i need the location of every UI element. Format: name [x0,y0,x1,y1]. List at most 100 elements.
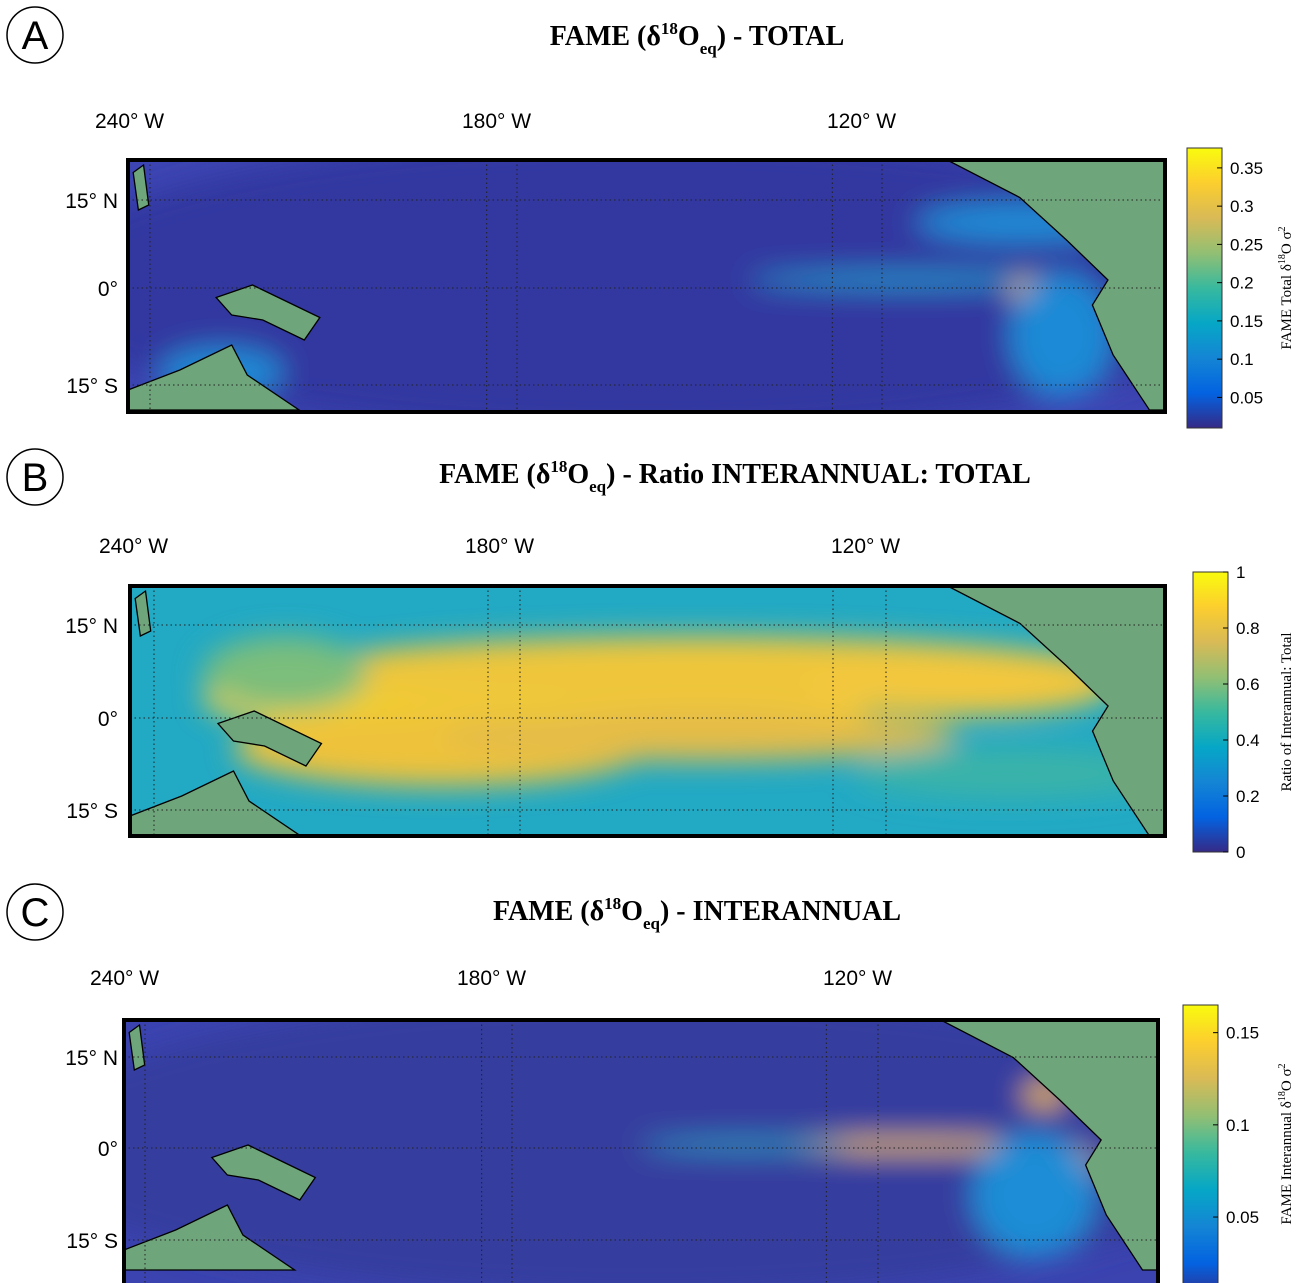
colorbar-tick-label: 0.15 [1226,1024,1259,1043]
colorbar-label-text: O σ [1279,1068,1295,1091]
colorbar-tick-label: 0.05 [1230,388,1263,407]
lon-label: 240° W [90,967,159,990]
colorbar-label-text: Ratio of Interannual: Total [1279,632,1295,791]
title-text: ) - INTERANNUAL [660,896,901,927]
lon-label: 120° W [827,110,896,133]
title-sup: 18 [604,894,621,913]
lat-label: 15° N [65,615,118,638]
panel-label-circle [6,6,64,64]
colorbar-label-sup: 2 [1277,226,1288,231]
lat-label: 15° S [66,1230,118,1253]
lon-label: 120° W [823,967,892,990]
lat-label: 15° S [66,800,118,823]
colorbar-label-sup: 2 [1277,1063,1288,1068]
colorbar-label-sup: 18 [1277,1091,1288,1101]
field-blob [802,656,1114,716]
colorbar-tick-label: 0.6 [1236,675,1260,694]
map [124,1020,1158,1283]
land [132,163,150,211]
colorbar-tick-label: 0.25 [1230,235,1263,254]
map-field [202,636,1165,799]
colorbar-label-text: O σ [1279,231,1295,254]
colorbar-tick-label: 0.35 [1230,159,1263,178]
panel-label: C [21,891,50,935]
title-text: O [621,896,643,927]
field-blob [440,711,958,761]
panel-label-circle [6,883,64,941]
lat-label: 0° [98,1138,118,1161]
colorbar-tick-label: 0.2 [1236,787,1260,806]
title-sub: eq [589,477,607,496]
lon-label: 180° W [465,535,534,558]
panel-title: FAME (δ18Oeq) - INTERANNUAL [493,894,901,933]
colorbar-label: FAME Interannual δ18O σ2 [1277,1063,1295,1224]
land [215,284,321,341]
map-frame [122,1018,1160,1283]
title-text: O [678,21,700,52]
land [947,586,1165,836]
field-blob [750,272,1062,288]
title-sub: eq [643,914,661,933]
colorbar-tick-label: 0 [1236,843,1245,862]
panel-label: A [22,14,49,58]
map [130,586,1165,836]
colorbar [1182,1004,1219,1283]
panel-title: FAME (δ18Oeq) - TOTAL [550,19,845,58]
title-text: FAME (δ [493,896,604,927]
land [216,710,323,767]
lat-label: 0° [98,708,118,731]
field-blob [1009,272,1114,398]
colorbar-label: Ratio of Interannual: Total [1279,632,1295,791]
lon-label: 120° W [831,535,900,558]
map-frame [128,584,1167,838]
panel-label-circle [6,448,64,506]
colorbar-tick-label: 0.3 [1230,197,1254,216]
land [124,1204,297,1271]
colorbar-tick-label: 0.15 [1230,312,1263,331]
title-sub: eq [700,39,718,58]
panel: B FAME (δ18Oeq) - Ratio INTERANNUAL: TOTA… [6,448,1295,862]
colorbar-tick-label: 0.2 [1230,274,1254,293]
lon-label: 240° W [99,535,168,558]
field-blob [641,1140,848,1150]
title-sup: 18 [550,457,567,476]
field-blob [124,1020,1158,1283]
field-blob [971,1132,1096,1258]
panel-label: B [22,456,49,500]
lat-label: 15° N [65,1047,118,1070]
colorbar [1192,571,1229,853]
title-text: FAME (δ [439,459,550,490]
panel-title: FAME (δ18Oeq) - Ratio INTERANNUAL: TOTAL [439,457,1031,496]
colorbar-label-sup: 18 [1277,254,1288,264]
field-blob [854,748,1165,799]
map-field [124,1020,1158,1283]
lat-label: 15° N [65,190,118,213]
title-text: ) - Ratio INTERANNUAL: TOTAL [606,459,1031,490]
land [940,1020,1158,1271]
colorbar-tick-label: 0.1 [1230,350,1254,369]
land [130,770,302,836]
colorbar-label: FAME Total δ18O σ2 [1277,226,1295,349]
title-text: O [567,459,589,490]
field-blob [202,636,369,711]
colorbar-tick-label: 1 [1236,563,1245,582]
map-frame [126,158,1167,414]
lat-label: 0° [98,278,118,301]
colorbar-tick-label: 0.4 [1236,731,1260,750]
colorbar-tick-label: 0.05 [1226,1208,1259,1227]
land [128,344,302,411]
lon-label: 180° W [462,110,531,133]
land [946,160,1165,411]
lon-label: 240° W [95,110,164,133]
field-blob [128,160,1165,412]
colorbar-tick-label: 0.1 [1226,1116,1250,1135]
title-text: FAME (δ [550,21,661,52]
colorbar-label-text: FAME Total δ [1279,264,1295,349]
colorbar [1186,147,1223,429]
land [210,1144,317,1201]
title-text: ) - TOTAL [717,21,845,52]
colorbar-label-text: FAME Interannual δ [1279,1101,1295,1224]
colorbar-tick-label: 0.8 [1236,619,1260,638]
